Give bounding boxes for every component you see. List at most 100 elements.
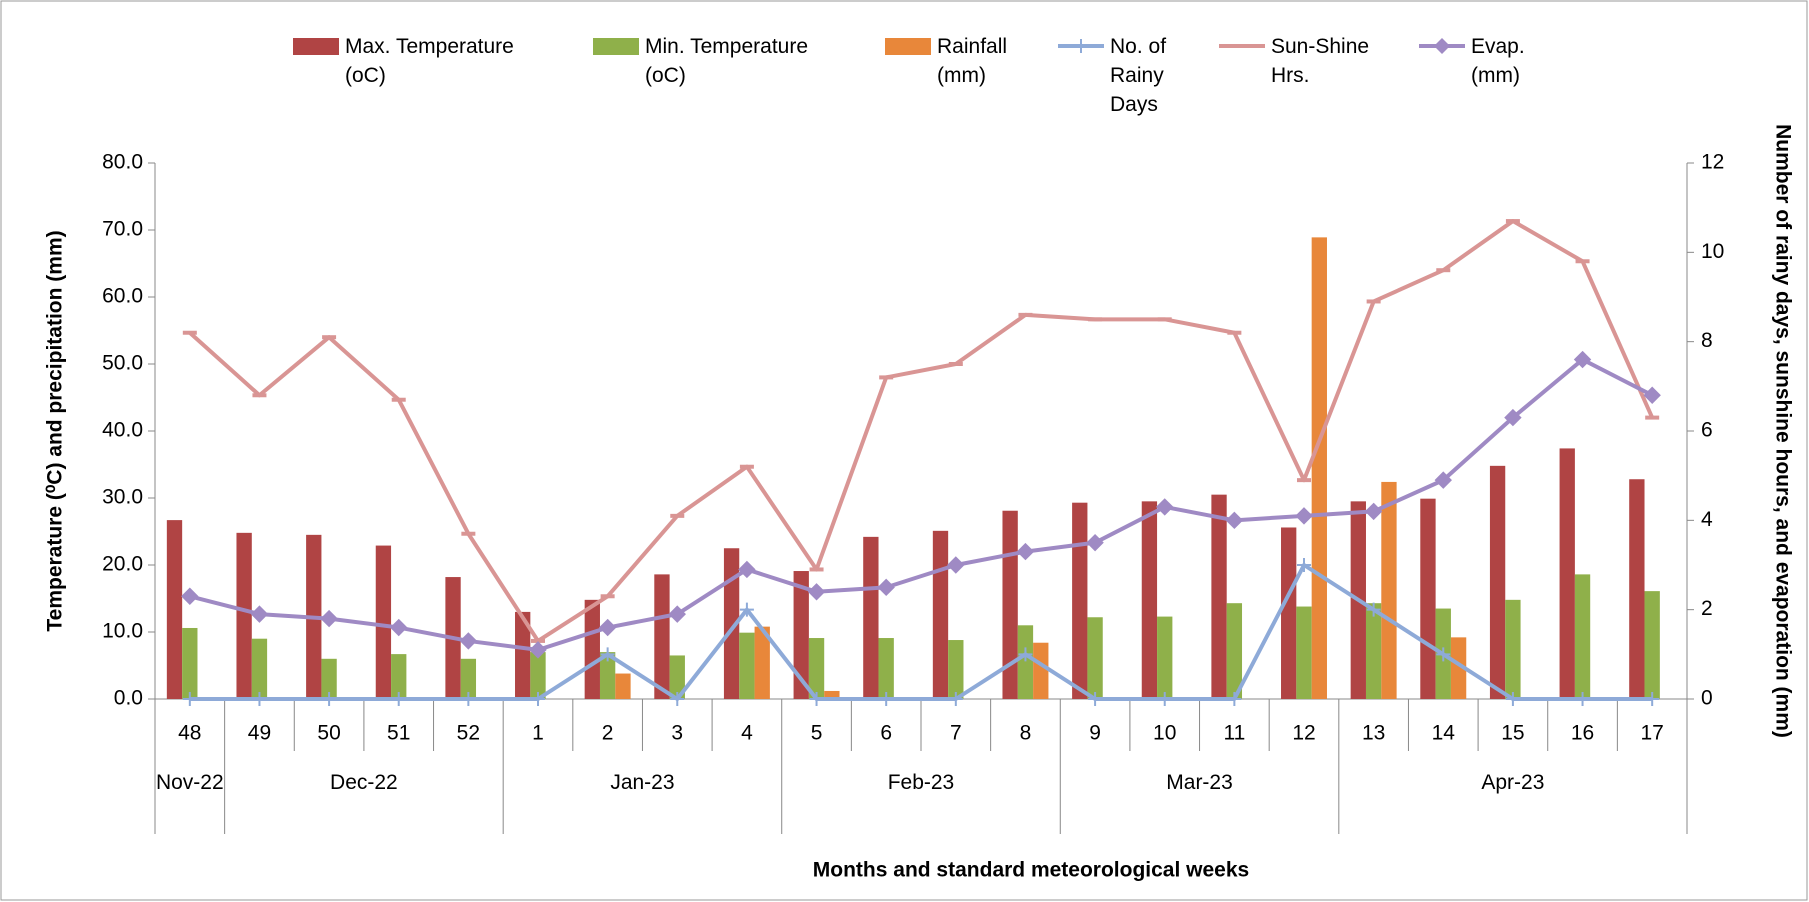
bar: [863, 536, 879, 699]
marker: [461, 692, 476, 706]
y-tick-label: 0.0: [114, 687, 143, 710]
y-axis-title: Temperature (⁰C) and precipitation (mm): [44, 230, 67, 631]
legend-swatch: [883, 32, 937, 61]
month-label-box: Feb-23: [887, 771, 955, 794]
legend-swatch-icon: [1419, 38, 1465, 54]
legend-swatch-icon: [1058, 39, 1104, 53]
marker: [1016, 542, 1035, 561]
legend-swatch: [1056, 32, 1110, 61]
bar: [1450, 637, 1467, 699]
y-tick-label: 60.0: [102, 285, 143, 308]
y-tick-label: 30.0: [102, 486, 143, 509]
marker: [948, 692, 963, 706]
marker: [1157, 692, 1172, 706]
bar: [1381, 481, 1397, 699]
marker: [1364, 502, 1383, 521]
legend-swatch-icon: [293, 38, 339, 55]
marker: [739, 602, 754, 617]
marker: [1575, 692, 1590, 706]
marker: [1436, 647, 1451, 662]
month-label: Nov-22: [155, 771, 224, 794]
y2-axis-title: Number of rainy days, sunshine hours, an…: [1771, 124, 1794, 738]
bar: [739, 632, 755, 699]
marker: [879, 692, 894, 706]
marker: [807, 583, 826, 601]
y2-tick-label: 6: [1701, 419, 1713, 442]
marker: [250, 605, 269, 623]
bar: [669, 655, 685, 699]
line: [189, 357, 1654, 652]
month-label-box: Apr-23: [1481, 771, 1544, 794]
marker: [322, 692, 337, 706]
legend-label: Max. Temperature (oC): [345, 35, 514, 87]
bar: [824, 690, 840, 699]
bar: [236, 532, 252, 699]
marker: [1643, 386, 1661, 404]
line: [189, 563, 1653, 701]
x-tick-label: 15: [1501, 722, 1524, 745]
month-label-box: Dec-22: [330, 771, 398, 794]
bar: [1141, 501, 1158, 699]
legend-label: Sun-Shine Hrs.: [1271, 35, 1370, 87]
y2-tick-label: 8: [1701, 329, 1713, 352]
marker: [1088, 692, 1103, 706]
legend-box: [593, 38, 639, 55]
legend-label: Min. Temperature (oC): [645, 35, 809, 87]
bar: [375, 545, 392, 699]
x-tick-label: 2: [602, 722, 614, 745]
legend-item: Sun-Shine Hrs.: [1217, 32, 1381, 90]
bar: [1559, 448, 1575, 699]
legend-item: No. of Rainy Days: [1056, 32, 1190, 119]
bar: [808, 638, 825, 699]
bar: [182, 627, 198, 699]
bar: [723, 548, 740, 699]
marker: [877, 578, 895, 597]
bar: [1017, 625, 1034, 699]
marker: [181, 587, 199, 605]
month-label: Dec-22: [330, 771, 398, 794]
legend-swatch: [1217, 32, 1271, 61]
bar: [878, 638, 894, 699]
y-tick-label: 10.0: [102, 620, 143, 643]
marker: [670, 692, 685, 706]
x-tick-label: 12: [1292, 722, 1315, 745]
y2-tick-label: 12: [1701, 151, 1724, 174]
marker: [531, 692, 545, 706]
marker: [459, 632, 478, 650]
legend-item: Max. Temperature (oC): [291, 32, 530, 90]
x-tick-label: 14: [1432, 722, 1456, 745]
x-tick-label: 49: [248, 722, 271, 745]
bar: [530, 652, 546, 699]
legend-swatch-icon: [593, 38, 639, 55]
bar: [460, 658, 477, 699]
month-label-box: Mar-23: [1166, 771, 1233, 794]
marker: [1366, 602, 1381, 617]
bar: [1311, 237, 1327, 699]
bar: [321, 658, 337, 699]
marker: [529, 641, 547, 659]
bar: [754, 626, 770, 699]
month-label: Feb-23: [887, 771, 955, 794]
marker: [390, 618, 408, 637]
legend-box: [293, 38, 339, 55]
marker: [947, 556, 965, 574]
bar: [1296, 606, 1312, 699]
x-tick-label: 11: [1223, 722, 1245, 745]
bar: [1281, 527, 1297, 699]
month-label: Jan-23: [610, 771, 675, 794]
marker: [738, 560, 756, 579]
x-tick-label: 52: [457, 722, 480, 745]
bar: [1157, 616, 1173, 699]
bar: [1505, 599, 1521, 699]
marker: [1225, 511, 1244, 530]
month-label: Mar-23: [1166, 771, 1233, 794]
bar: [1002, 510, 1018, 699]
legend-swatch: [591, 32, 645, 61]
marker: [1295, 507, 1313, 525]
x-tick-label: 9: [1089, 722, 1101, 745]
legend-swatch-icon: [885, 38, 931, 55]
x-tick-label: 3: [671, 722, 683, 745]
